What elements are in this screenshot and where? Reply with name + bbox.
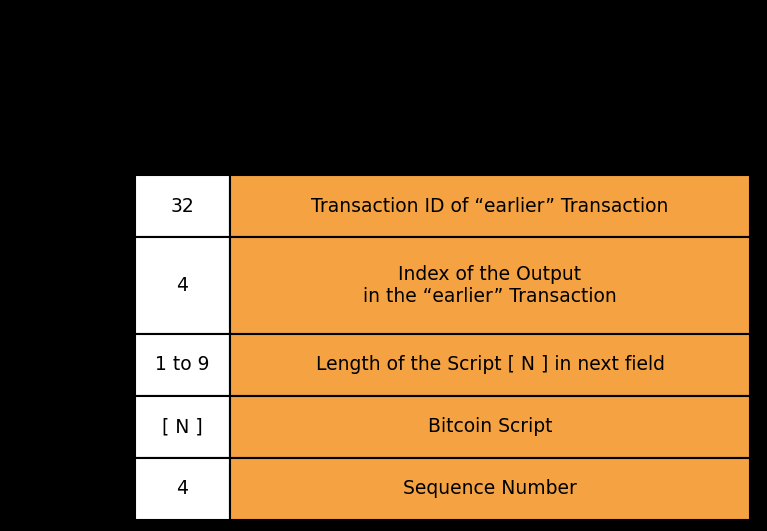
Bar [135, 333, 230, 396]
Bar [135, 458, 230, 520]
Bar [230, 237, 750, 333]
Bar [230, 458, 750, 520]
Text: 1 to 9: 1 to 9 [155, 355, 209, 374]
Text: 4: 4 [176, 479, 189, 499]
Bar [230, 396, 750, 458]
Text: Sequence Number: Sequence Number [403, 479, 577, 499]
Bar [135, 175, 230, 237]
Bar [230, 333, 750, 396]
Bar [230, 175, 750, 237]
Text: 32: 32 [170, 196, 194, 216]
Text: 4: 4 [176, 276, 189, 295]
Text: [ N ]: [ N ] [162, 417, 203, 436]
Bar [135, 396, 230, 458]
Text: Transaction ID of “earlier” Transaction: Transaction ID of “earlier” Transaction [311, 196, 669, 216]
Text: Length of the Script [ N ] in next field: Length of the Script [ N ] in next field [315, 355, 664, 374]
Text: Index of the Output
in the “earlier” Transaction: Index of the Output in the “earlier” Tra… [363, 265, 617, 306]
Text: Bitcoin Script: Bitcoin Script [428, 417, 552, 436]
Bar [135, 237, 230, 333]
